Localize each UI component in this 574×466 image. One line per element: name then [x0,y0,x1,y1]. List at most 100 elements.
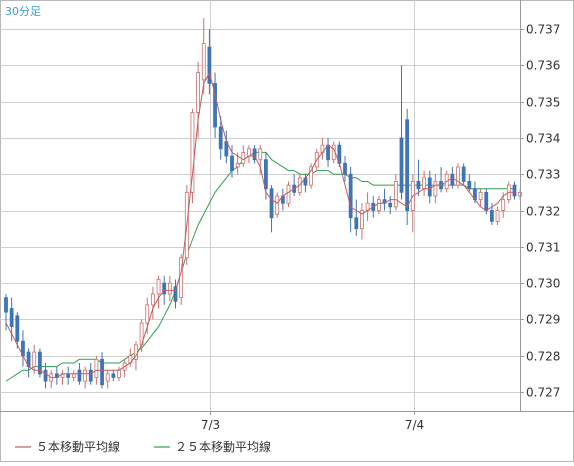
candle-body [422,177,427,190]
candle-body [399,137,404,193]
candle [343,156,347,182]
candle [433,174,438,204]
candle-body [241,152,246,164]
candle-body [235,162,240,168]
y-tick-label: 0.733 [526,168,560,182]
y-tick-label: 0.736 [526,59,560,73]
candle-body [360,210,364,230]
candle-body [512,184,517,197]
candle [241,145,246,167]
candle [258,145,263,175]
candle [388,195,393,215]
y-tick-label: 0.728 [526,350,560,364]
candle [354,199,359,236]
candle-body [478,191,483,201]
y-tick-label: 0.729 [526,313,560,327]
candle-body [218,126,223,150]
candle-body [105,373,110,382]
candle-body [416,181,421,190]
candle [196,61,201,138]
candle [167,275,172,302]
candle-body [376,199,381,211]
candle-body [43,369,48,382]
candle-body [348,173,353,219]
candle [190,108,195,204]
candle-body [117,369,121,378]
candle [269,185,274,233]
candle [201,18,206,95]
candle [512,181,517,200]
candle-body [495,210,500,222]
candle [207,29,212,95]
candle-body [15,315,20,342]
candle [286,181,291,207]
y-tick-label: 0.731 [526,241,560,255]
candle [405,108,410,226]
candle-body [4,297,8,313]
candle-body [450,173,455,186]
candle [230,145,234,178]
candle [360,203,364,240]
candle-body [433,181,438,197]
legend-ma25-label: ２５本移動平均線 [175,439,271,454]
ma5-layer [5,71,515,378]
legend: ５本移動平均線 ２５本移動平均線 [15,439,271,454]
y-tick-label: 0.730 [526,277,560,291]
candle [399,65,404,200]
candle-body [66,373,71,378]
candle-body [501,199,506,211]
candle [32,344,37,374]
x-axis-labels: 7/3 7/4 [201,411,424,432]
candle [105,370,110,389]
candle [38,348,42,378]
candle [467,174,472,193]
y-tick-label: 0.737 [526,23,560,37]
y-axis-labels: 0.727 0.728 0.729 0.730 0.731 0.732 0.733 0.734… [520,23,560,400]
candle [309,163,314,189]
candle-body [343,162,347,175]
candle-body [405,119,410,211]
y-tick-label: 0.734 [526,132,560,146]
candle-body [162,282,167,295]
candle-body [145,304,150,324]
candle [83,366,87,389]
candle [376,195,381,215]
candle [150,286,155,320]
legend-ma5-label: ５本移動平均線 [36,439,120,454]
candle-body [427,177,432,197]
ma5-line [5,71,515,378]
candle-body [88,369,93,382]
candle [4,293,8,331]
candle [275,192,280,218]
candle [478,188,483,207]
candle-body [213,83,217,128]
grid-lines [0,0,520,411]
candle-body [388,202,393,208]
candle-body [32,351,37,367]
x-tick-label: 7/3 [201,418,220,432]
candle [43,362,48,389]
candle-body [484,191,489,211]
y-tick-label: 0.727 [526,386,560,400]
candle-body [207,46,212,84]
candle-body [9,308,14,328]
candle-body [38,351,42,375]
candle-body [201,43,206,81]
candle-body [94,358,99,378]
candle-body [150,293,155,306]
candle-body [467,181,472,190]
candle-body [230,155,234,171]
candle [111,370,116,382]
candle [252,145,257,164]
candle [213,72,217,138]
candle-body [252,148,257,161]
candle-body [111,373,116,378]
candle [393,174,398,211]
candle-body [156,279,161,295]
candle-body [286,184,291,204]
candle-body [173,286,178,302]
y-tick-label: 0.735 [526,96,560,110]
y-tick-label: 0.732 [526,205,560,219]
